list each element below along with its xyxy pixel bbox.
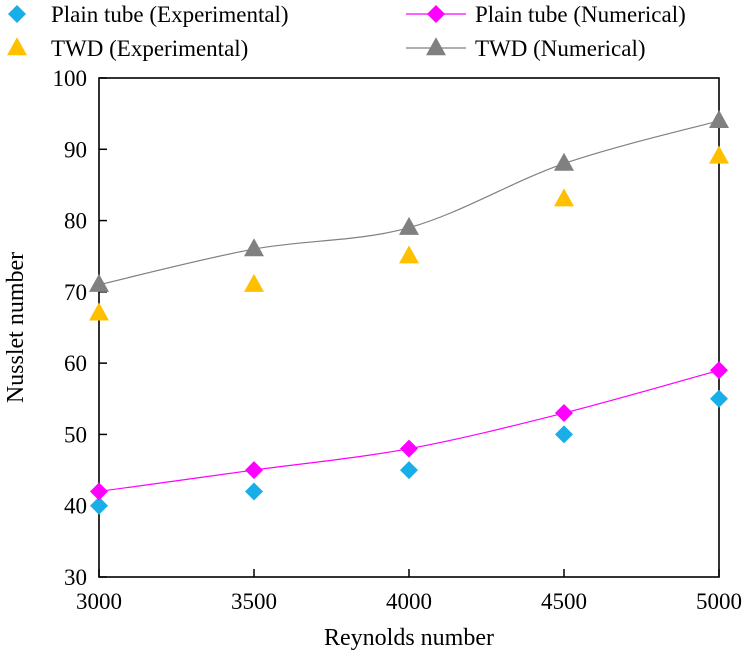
data-point-twd-numerical <box>399 216 419 235</box>
y-tick-label: 80 <box>64 209 87 234</box>
x-tick-labels: 3000 3500 4000 4500 5000 <box>76 589 742 614</box>
legend-marker-plain-tube-experimental <box>8 5 26 23</box>
data-point-twd-numerical <box>554 152 574 171</box>
data-point-plain-tube-experimental <box>90 496 108 515</box>
y-tick-label: 40 <box>64 494 87 519</box>
legend-marker-plain-tube-numerical <box>427 5 445 23</box>
y-tick-label: 90 <box>64 137 87 162</box>
y-tick-label: 50 <box>64 422 87 447</box>
data-point-plain-tube-numerical <box>245 461 263 480</box>
x-tick-label: 5000 <box>696 589 742 614</box>
plot-area <box>89 77 729 578</box>
y-tick-label: 30 <box>64 565 87 590</box>
data-point-plain-tube-numerical <box>400 439 418 458</box>
data-point-twd-experimental <box>554 188 574 207</box>
legend-marker-twd-numerical <box>426 37 446 56</box>
y-tick-label: 70 <box>64 280 87 305</box>
y-tick-label: 100 <box>53 66 88 91</box>
legend: Plain tube (Experimental) Plain tube (Num… <box>7 2 686 61</box>
y-tick-labels: 30 40 50 60 70 80 90 100 <box>53 66 88 590</box>
data-point-twd-experimental <box>399 245 419 264</box>
data-point-plain-tube-experimental <box>245 482 263 501</box>
data-point-plain-tube-numerical <box>710 361 728 380</box>
y-axis-title: Nusslet number <box>3 252 29 403</box>
data-point-plain-tube-numerical <box>555 404 573 423</box>
x-axis-title: Reynolds number <box>324 625 494 651</box>
x-tick-label: 4500 <box>541 589 587 614</box>
data-point-twd-numerical <box>709 109 729 128</box>
data-point-twd-experimental <box>244 273 264 292</box>
x-tick-label: 4000 <box>386 589 432 614</box>
legend-label-plain-tube-experimental: Plain tube (Experimental) <box>51 2 289 27</box>
series-lines <box>98 120 720 493</box>
y-tick-label: 60 <box>64 351 87 376</box>
data-point-plain-tube-experimental <box>400 461 418 480</box>
axis-ticks <box>98 77 720 578</box>
legend-label-twd-experimental: TWD (Experimental) <box>51 36 248 61</box>
data-point-twd-numerical <box>89 273 109 292</box>
data-point-plain-tube-numerical <box>90 482 108 501</box>
data-point-twd-experimental <box>709 145 729 164</box>
plot-frame <box>98 77 720 578</box>
data-point-twd-numerical <box>244 238 264 257</box>
legend-label-twd-numerical: TWD (Numerical) <box>475 36 646 61</box>
x-tick-label: 3000 <box>76 589 122 614</box>
data-point-plain-tube-experimental <box>555 425 573 444</box>
legend-marker-twd-experimental <box>7 37 27 56</box>
legend-label-plain-tube-numerical: Plain tube (Numerical) <box>475 2 686 27</box>
data-point-plain-tube-experimental <box>710 389 728 408</box>
data-point-twd-experimental <box>89 302 109 321</box>
series-markers <box>89 109 729 515</box>
x-tick-label: 3500 <box>231 589 277 614</box>
